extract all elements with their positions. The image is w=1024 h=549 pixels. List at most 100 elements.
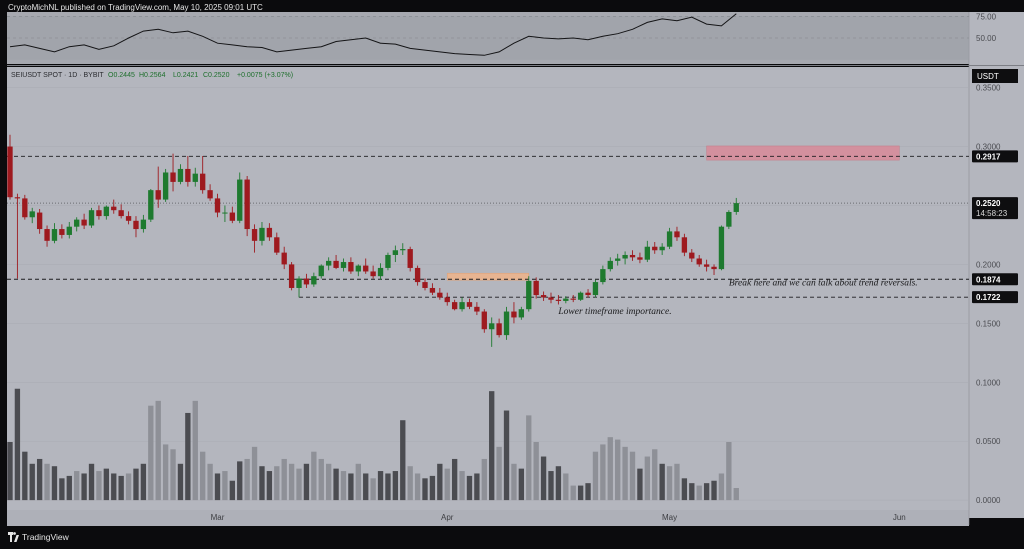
- volume-bar: [385, 473, 391, 501]
- volume-bar: [592, 451, 599, 501]
- price-tick-label: 0.0500: [976, 437, 1001, 446]
- price-label: 0.1874: [976, 275, 1001, 284]
- price-label-box: [972, 197, 1018, 220]
- candle-body: [318, 265, 324, 277]
- volume-bar: [229, 480, 235, 501]
- volume-bar: [511, 463, 517, 501]
- candle-body: [511, 311, 517, 318]
- candle-body: [726, 211, 732, 227]
- volume-bar: [533, 442, 539, 501]
- volume-bar: [563, 473, 569, 501]
- volume-bar: [133, 468, 139, 501]
- volume-bar: [7, 442, 13, 501]
- price-chart[interactable]: SEIUSDT SPOT · 1D · BYBIT O0.2445 H0.2564 L…: [0, 0, 1024, 527]
- candle-body: [548, 297, 554, 300]
- candle-body: [377, 267, 384, 277]
- candle-body: [681, 237, 688, 253]
- volume-bar: [22, 451, 28, 501]
- rsi-line: [9, 13, 737, 56]
- volume-bar: [503, 410, 510, 501]
- volume-bar: [422, 478, 428, 501]
- candle-body: [407, 249, 413, 268]
- ohlc-close: C0.2520: [203, 72, 230, 79]
- volume-bar: [674, 463, 680, 501]
- volume-bar: [637, 468, 643, 501]
- volume-bar: [29, 463, 35, 501]
- candle-body: [392, 250, 399, 255]
- candle-body: [733, 203, 739, 212]
- price-label-box: [972, 291, 1018, 304]
- candle-body: [288, 264, 295, 288]
- candle-body: [503, 311, 510, 336]
- candle-body: [66, 226, 72, 235]
- candle-body: [103, 206, 110, 217]
- price-tick-label: 0.1500: [976, 319, 1001, 328]
- candle-body: [22, 198, 28, 218]
- volume-bar: [600, 444, 606, 501]
- candle-body: [274, 237, 280, 253]
- candle-body: [7, 146, 13, 198]
- candle-body: [718, 226, 725, 270]
- volume-bar: [88, 463, 95, 501]
- price-label: 0.2917: [976, 152, 1001, 161]
- volume-bar: [644, 456, 651, 501]
- rsi-tick-label: 50.00: [976, 34, 997, 43]
- volume-bar: [540, 456, 547, 501]
- candle-body: [207, 190, 213, 199]
- candle-body: [311, 276, 317, 285]
- ohlc-change: +0.0075 (+3.07%): [237, 72, 293, 79]
- volume-bar: [111, 473, 117, 501]
- candle-body: [162, 172, 169, 200]
- volume-bar: [200, 451, 206, 501]
- price-tick-label: 0.0000: [976, 496, 1001, 505]
- candle-body: [459, 302, 465, 310]
- candle-body: [348, 262, 354, 272]
- volume-bar: [407, 466, 413, 501]
- volume-bar: [311, 451, 317, 501]
- candle-body: [281, 252, 287, 265]
- candle-body: [644, 246, 651, 260]
- candle-body: [444, 297, 450, 303]
- candle-body: [600, 269, 606, 283]
- volume-bar: [155, 400, 161, 501]
- candle-body: [140, 219, 147, 230]
- price-label: 0.1722: [976, 293, 1001, 302]
- volume-bar: [274, 466, 280, 501]
- volume-bar: [303, 463, 310, 501]
- volume-bar: [392, 471, 399, 501]
- candle-body: [296, 278, 302, 288]
- volume-bar: [400, 420, 406, 501]
- candle-body: [674, 231, 680, 238]
- candle-body: [711, 266, 717, 270]
- volume-bar: [214, 473, 221, 501]
- volume-bar: [377, 471, 384, 501]
- candle-body: [81, 219, 87, 226]
- volume-bar: [466, 475, 473, 501]
- volume-bar: [518, 468, 525, 501]
- volume-bar: [36, 458, 43, 501]
- volume-bar: [74, 471, 80, 501]
- volume-bar: [96, 471, 102, 501]
- candle-body: [540, 295, 547, 298]
- price-pane-bg: [7, 67, 969, 510]
- volume-bar: [696, 485, 702, 501]
- candle-body: [489, 323, 495, 330]
- volume-bar: [266, 471, 273, 501]
- candle-body: [615, 258, 621, 261]
- volume-bar: [451, 458, 458, 501]
- candle-body: [325, 260, 332, 266]
- candle-body: [607, 260, 613, 270]
- candle-body: [355, 265, 361, 272]
- time-tick-label: Jun: [893, 513, 906, 522]
- volume-bar: [222, 471, 228, 501]
- candle-body: [185, 168, 191, 182]
- volume-bar: [370, 478, 376, 501]
- candle-body: [222, 212, 228, 214]
- volume-bar: [570, 485, 576, 501]
- candle-body: [363, 265, 369, 272]
- price-tick-label: 0.3000: [976, 143, 1001, 152]
- unit-label: USDT: [977, 72, 999, 81]
- volume-bar: [318, 458, 324, 501]
- candle-body: [474, 306, 480, 312]
- candle-body: [51, 229, 58, 241]
